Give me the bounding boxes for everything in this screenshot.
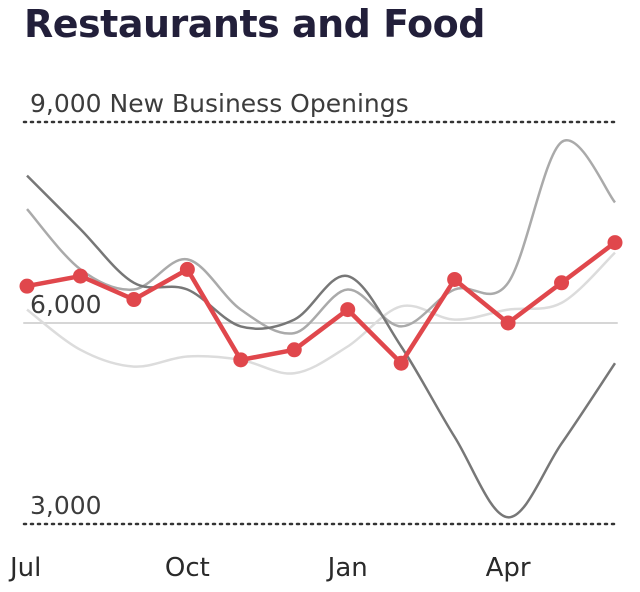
y-tick-label: 3,000 <box>30 491 102 520</box>
background-series-line-1 <box>26 139 616 335</box>
y-tick-labels: 9,000 New Business Openings 6,000 3,000 <box>30 89 409 520</box>
y-tick-label: 9,000 New Business Openings <box>30 89 409 118</box>
highlight-series-line <box>24 240 618 366</box>
highlight-point-11 <box>607 235 623 251</box>
x-tick-label: Jul <box>8 553 41 583</box>
highlight-points <box>19 235 623 371</box>
highlight-point-2 <box>126 292 142 308</box>
series-lines <box>24 139 618 519</box>
highlight-point-7 <box>393 355 409 371</box>
highlight-point-6 <box>340 302 356 318</box>
highlight-point-8 <box>447 271 463 287</box>
highlight-point-5 <box>286 342 302 358</box>
x-tick-label: Apr <box>486 553 531 583</box>
y-tick-label: 6,000 <box>30 290 102 319</box>
x-tick-labels: Jul Oct Jan Apr <box>8 553 531 583</box>
x-tick-label: Oct <box>165 553 210 583</box>
x-tick-label: Jan <box>326 553 368 583</box>
highlight-point-9 <box>500 315 516 331</box>
background-series-line-2 <box>26 174 617 519</box>
y-gridlines <box>22 120 619 526</box>
chart-title: Restaurants and Food <box>24 2 485 46</box>
highlight-point-1 <box>72 268 88 284</box>
highlight-point-10 <box>554 275 570 291</box>
highlight-point-4 <box>233 352 249 368</box>
highlight-point-0 <box>19 278 35 294</box>
background-series-line-0 <box>26 251 616 375</box>
highlight-point-3 <box>179 261 195 277</box>
